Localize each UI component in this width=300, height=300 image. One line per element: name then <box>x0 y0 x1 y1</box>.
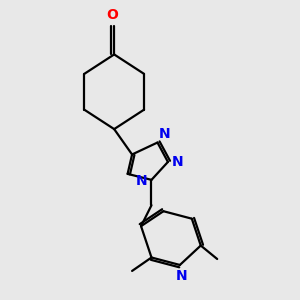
Text: N: N <box>172 155 183 169</box>
Text: N: N <box>176 268 187 283</box>
Text: N: N <box>135 174 147 188</box>
Text: O: O <box>107 8 118 22</box>
Text: N: N <box>158 127 170 141</box>
